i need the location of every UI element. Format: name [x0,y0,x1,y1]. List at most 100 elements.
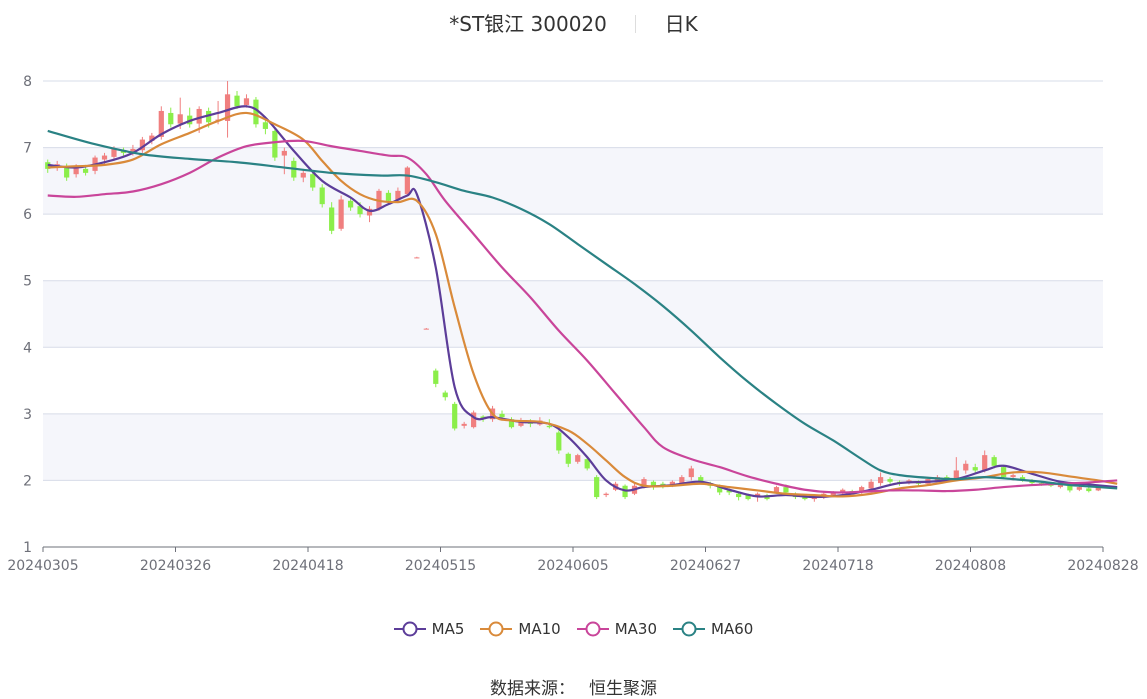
candle-body [82,168,89,173]
x-tick-label: 20240808 [935,558,1006,574]
candle-body [1067,485,1073,491]
candle-body [319,187,325,205]
candle [963,460,969,474]
candle-body [139,139,145,151]
candle-body [385,192,392,201]
candle [736,492,742,501]
candle [508,417,515,429]
candle-body [366,208,373,216]
candle [404,166,410,196]
candle-body [688,468,694,478]
candle-body [546,425,552,428]
candle-body [357,206,363,215]
y-tick-label: 2 [23,473,32,489]
candle-body [584,459,590,469]
candle-body [262,122,269,129]
legend-item-ma5[interactable]: MA5 [393,620,464,638]
candle-body [253,99,259,125]
candle [650,480,657,490]
candle-body [442,392,448,398]
candle [319,184,325,208]
ma60-line [47,129,1118,490]
candle-body [329,207,335,231]
candle-body [300,172,306,178]
candle-body [773,487,780,493]
ma10-line [47,111,1118,498]
candle-body [111,148,117,157]
candle [442,390,448,401]
candle-body [1076,487,1082,490]
candle-body [669,481,675,486]
background-bands [43,147,1103,481]
candle [688,465,694,481]
candle [139,136,145,153]
candle [565,452,571,468]
legend-marker-icon [673,621,706,637]
candle-body [404,167,410,195]
x-tick-label: 20240605 [537,558,608,574]
candle [338,195,344,231]
candle [461,421,467,429]
candle-body [830,492,836,496]
y-tick-label: 4 [23,340,32,356]
candle-body [518,420,524,426]
grid-lines [43,80,1103,481]
candle-body [991,457,997,466]
candle [187,107,193,128]
candle-body [717,485,723,493]
candle-body [575,455,581,462]
x-axis: 20240305 20240326 20240418 20240515 20240605… [7,546,1139,574]
candle-body [868,481,874,489]
candle-body [310,174,316,188]
candle-body [461,423,467,426]
x-tick-label: 20240326 [140,558,211,574]
candle-body [64,166,70,178]
candle [575,453,581,464]
candle-body [234,95,240,107]
legend-item-ma30[interactable]: MA30 [576,620,657,638]
candle-body [556,432,562,451]
y-tick-label: 8 [23,74,32,90]
candle-body [679,477,685,484]
candle-body [272,130,278,158]
candle-body [168,112,174,125]
candle [329,202,335,235]
candle [1001,465,1007,480]
x-tick-label: 20240718 [802,558,873,574]
candle-body [698,477,704,482]
candle-body [414,257,420,259]
source-value: 恒生聚源 [589,679,657,699]
title-divider [635,15,637,33]
band-rect [43,147,1103,215]
candle [868,479,874,491]
candle-body [149,135,155,141]
x-tick-label: 20240418 [272,558,343,574]
kline-chart: 1 2 3 4 5 6 7 8 20240305 20240326 20240418 2024051… [7,74,1139,574]
candle-body [1057,483,1064,488]
legend-item-ma10[interactable]: MA10 [480,620,561,638]
candle-body [603,493,609,496]
candle-body [783,487,789,493]
candle [433,368,439,388]
candle-body [101,155,108,160]
candle [234,90,240,109]
candle-body [347,200,354,208]
candle-body [177,114,183,124]
chart-legend: MA5 MA10 MA30 MA60 [0,620,1147,642]
candle [149,132,155,145]
source-label: 数据来源： [490,679,575,699]
legend-item-ma60[interactable]: MA60 [673,620,753,638]
x-tick-label: 20240627 [670,558,741,574]
candle-body [206,110,212,123]
candle [168,107,174,128]
ma30-line [47,139,1118,494]
candle-body [594,477,600,498]
candle [281,147,287,175]
candle [877,472,884,486]
x-tick-label: 20240515 [405,558,476,574]
candle [622,484,628,500]
candle-body [281,150,287,156]
candle [594,475,600,500]
candle [603,492,609,498]
candle-body [963,463,969,471]
